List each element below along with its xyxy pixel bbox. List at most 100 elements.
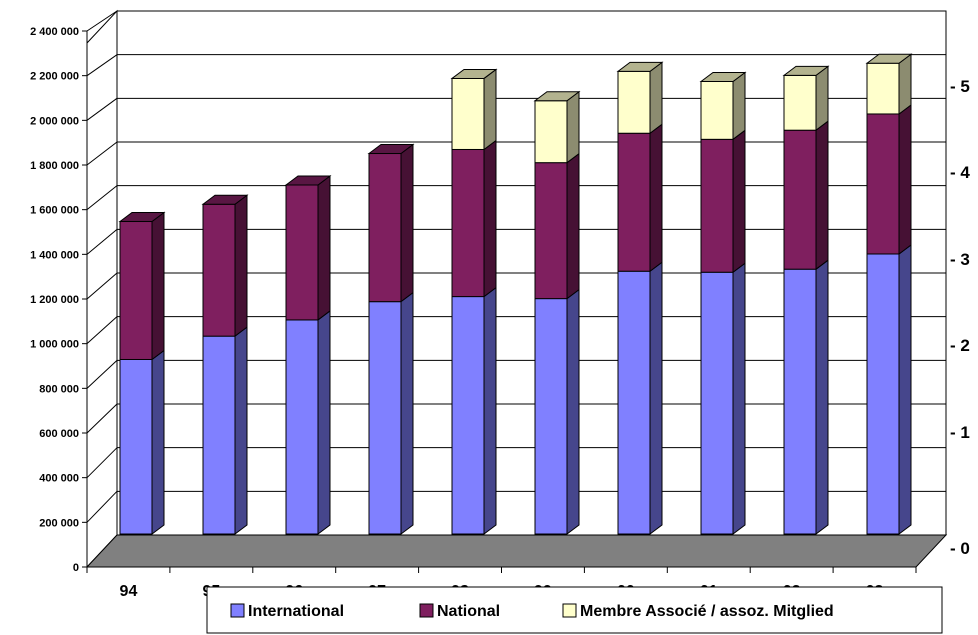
bar-top-face [118, 212, 166, 223]
gridline-left [86, 272, 118, 300]
bar-front-face [866, 113, 900, 255]
bar-front-face [368, 301, 402, 535]
y-tick-label: 2 000 000 [30, 115, 79, 127]
bar-side-face [898, 53, 912, 115]
bar-side-face [483, 68, 497, 151]
legend-swatch-membre-associe [562, 603, 577, 618]
bar-segment [534, 152, 580, 300]
bar-segment [534, 288, 580, 535]
bar-side-face [400, 291, 414, 535]
bar-front-face [783, 74, 817, 131]
bar-side-face [317, 174, 331, 321]
bar-front-face [119, 221, 153, 360]
gridline-left [86, 10, 118, 32]
bar-front-face [700, 271, 734, 535]
bar-side-face [566, 152, 580, 300]
y-tick-label: 400 000 [39, 473, 79, 485]
bar-segment [450, 68, 498, 151]
bar-front-face [783, 268, 817, 535]
bar-side-face [566, 288, 580, 535]
bar-side-face [649, 261, 663, 535]
plot-floor [85, 534, 948, 568]
left-wall [86, 9, 118, 569]
y-right-tick-label: - 0 [950, 539, 970, 558]
bar-segment [617, 123, 663, 273]
y-tick-label: 0 [73, 562, 79, 574]
bar-top-face [699, 71, 747, 82]
gridline-left [86, 403, 118, 434]
bar-front-face [451, 296, 485, 535]
legend-swatch-national [419, 603, 434, 618]
bar-front-face [866, 62, 900, 115]
bar-front-face [202, 335, 236, 535]
bar-front-face [368, 153, 402, 303]
bar-segment [118, 211, 166, 361]
bar-front-face [202, 203, 236, 337]
bar-segment [284, 174, 332, 321]
y-tick-label: 1 800 000 [30, 160, 79, 172]
gridline-left [86, 54, 118, 77]
y-right-tick-label: - 2 [950, 336, 970, 355]
y-right-tick-label: - 5 [950, 77, 970, 96]
bar-front-face [534, 100, 568, 164]
bar-segment [367, 143, 415, 303]
bar-segment [201, 194, 249, 338]
legend-swatch-international [230, 603, 245, 618]
y-tick-label: 2 400 000 [30, 26, 79, 38]
x-tick-label: 94 [120, 583, 138, 600]
bar-top-face [201, 194, 249, 205]
bar-top-face [284, 175, 332, 186]
bar-top-face [782, 65, 830, 76]
y-tick-label: 800 000 [39, 383, 79, 395]
bar-side-face [400, 143, 414, 303]
bar-side-face [815, 259, 829, 535]
bar-segment [783, 259, 829, 535]
y-axis-left-ticks: 0 200 000 400 000 600 000 800 000 1 000 000 1 … [30, 26, 87, 574]
bar-segment [782, 65, 830, 132]
bar-front-face [451, 77, 485, 150]
bar-segment [119, 349, 165, 535]
bar-side-face [732, 262, 746, 535]
bar-side-face [566, 90, 580, 164]
bar-side-face [815, 65, 829, 132]
bar-segment [866, 243, 912, 535]
bar-segment [616, 61, 664, 135]
bar-top-face [367, 144, 415, 155]
y-tick-label: 200 000 [39, 517, 79, 529]
y-tick-label: 2 200 000 [30, 71, 79, 83]
floor [85, 534, 948, 568]
bar-segment [451, 139, 497, 298]
bar-front-face [700, 80, 734, 140]
gridline-left [86, 490, 118, 523]
bar-top-face [533, 91, 581, 102]
bar-side-face [898, 243, 912, 535]
y-tick-label: 600 000 [39, 428, 79, 440]
gridline-left [86, 228, 118, 255]
bar-side-face [732, 129, 746, 274]
bar-side-face [898, 103, 912, 255]
bar-segment [866, 103, 912, 255]
y-tick-label: 1 600 000 [30, 205, 79, 217]
legend-label-national: National [437, 603, 500, 620]
bar-side-face [649, 123, 663, 273]
y-tick-label: 1 000 000 [30, 339, 79, 351]
bar-front-face [534, 162, 568, 300]
bar-segment [368, 291, 414, 535]
bar-top-face [450, 68, 498, 79]
bar-front-face [700, 138, 734, 273]
bar-front-face [119, 358, 153, 535]
gridline-left [86, 447, 118, 479]
bar-segment [700, 129, 746, 274]
bar-side-face [732, 71, 746, 141]
bars [118, 53, 913, 535]
y-right-tick-label: - 4 [950, 163, 970, 182]
gridline-left [86, 185, 118, 211]
bar-segment [699, 71, 747, 141]
bar-side-face [815, 120, 829, 271]
bar-segment [451, 286, 497, 535]
bar-side-face [483, 286, 497, 535]
legend: International National Membre Associé / … [206, 586, 943, 634]
bar-front-face [617, 132, 651, 272]
legend-label-membre-associe: Membre Associé / assoz. Mitglied [580, 603, 834, 620]
